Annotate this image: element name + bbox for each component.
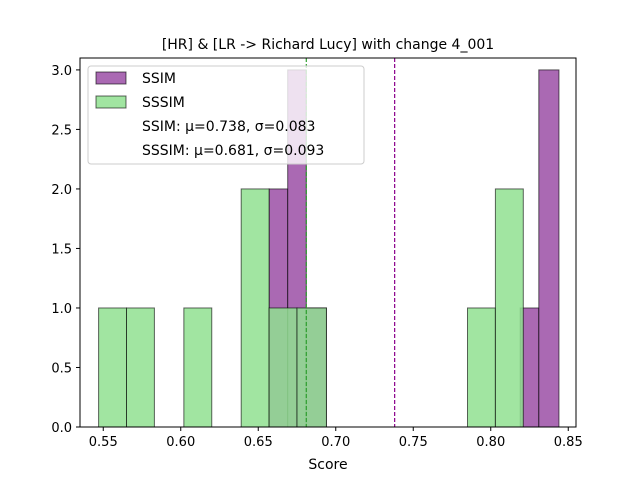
x-tick-label-5: 0.80 xyxy=(476,435,505,450)
bar-sssim-6 xyxy=(467,307,496,428)
legend-box xyxy=(87,65,365,165)
x-tick-label-6: 0.85 xyxy=(554,435,583,450)
x-tick-label-0: 0.55 xyxy=(89,435,118,450)
y-tick-label-3: 1.5 xyxy=(51,242,72,257)
legend: SSIM SSSIM SSIM: μ=0.738, σ=0.083 SSSIM: μ=… xyxy=(87,65,365,165)
bar-sssim-3 xyxy=(240,188,270,428)
sssim-bars xyxy=(98,188,524,428)
legend-label-sssim: SSSIM xyxy=(142,95,185,111)
bar-sssim-0 xyxy=(98,307,127,428)
y-tick-label-2: 1.0 xyxy=(51,302,72,317)
bar-sssim-1 xyxy=(126,307,155,428)
y-tick-label-1: 0.5 xyxy=(51,361,72,376)
legend-swatch-sssim xyxy=(95,95,127,109)
x-tick-label-4: 0.75 xyxy=(399,435,428,450)
legend-swatch-ssim xyxy=(95,71,127,85)
bar-sssim-5 xyxy=(296,307,327,428)
x-axis: 0.55 0.60 0.65 0.70 0.75 0.80 0.85 xyxy=(89,427,583,450)
y-tick-label-5: 2.5 xyxy=(51,123,72,138)
bar-sssim-2 xyxy=(183,307,213,428)
legend-stat-1: SSSIM: μ=0.681, σ=0.093 xyxy=(142,143,324,159)
x-tick-label-2: 0.65 xyxy=(244,435,273,450)
x-axis-label: Score xyxy=(308,457,347,473)
y-tick-label-4: 2.0 xyxy=(51,183,72,198)
legend-stat-0: SSIM: μ=0.738, σ=0.083 xyxy=(142,119,315,135)
chart-title: [HR] & [LR -> Richard Lucy] with change … xyxy=(162,37,494,53)
bar-sssim-4 xyxy=(268,307,298,428)
legend-label-ssim: SSIM xyxy=(142,71,176,87)
y-tick-label-0: 0.0 xyxy=(51,421,72,436)
bar-sssim-7 xyxy=(494,188,524,428)
x-tick-label-1: 0.60 xyxy=(166,435,195,450)
bar-ssim-4 xyxy=(538,69,560,428)
plot-frame xyxy=(79,57,577,428)
y-axis: 0.0 0.5 1.0 1.5 2.0 2.5 3.0 xyxy=(51,64,80,436)
x-tick-label-3: 0.70 xyxy=(321,435,350,450)
y-tick-label-6: 3.0 xyxy=(51,64,72,79)
